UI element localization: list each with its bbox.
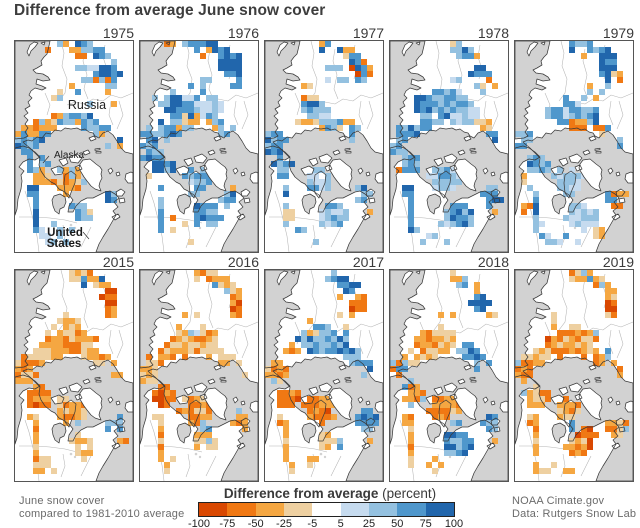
svg-text:Alaska: Alaska <box>54 150 84 161</box>
svg-text:Russia: Russia <box>68 98 106 112</box>
svg-text:States: States <box>47 238 82 250</box>
svg-text:United: United <box>47 227 83 239</box>
